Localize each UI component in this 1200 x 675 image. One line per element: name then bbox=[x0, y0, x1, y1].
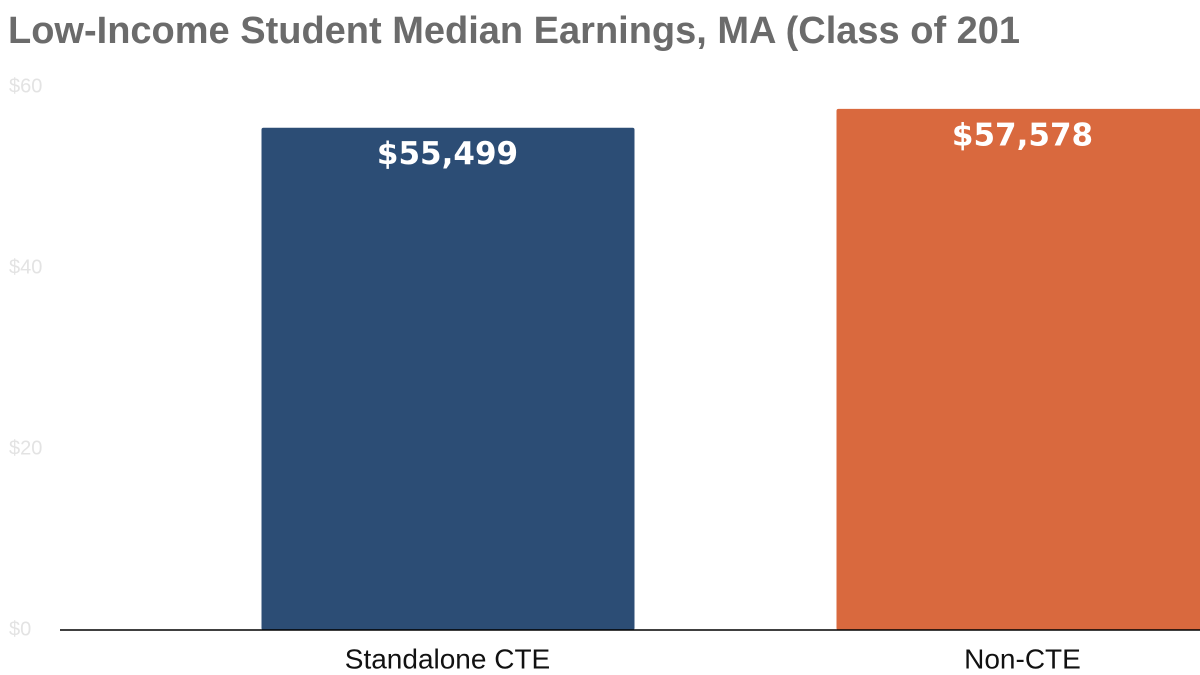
y-tick-label: $40 bbox=[9, 256, 42, 278]
value-label: $55,499 bbox=[377, 136, 518, 172]
bar bbox=[261, 127, 635, 631]
y-tick-label: $0 bbox=[9, 618, 31, 640]
x-tick-label: Non-CTE bbox=[964, 643, 1081, 674]
value-label: $57,578 bbox=[952, 117, 1093, 153]
x-tick-label: Standalone CTE bbox=[345, 643, 550, 674]
chart-title: Low-Income Student Median Earnings, MA (… bbox=[8, 10, 1020, 52]
bar bbox=[836, 108, 1200, 630]
y-tick-label: $60 bbox=[9, 75, 42, 97]
y-tick-label: $20 bbox=[9, 437, 42, 459]
